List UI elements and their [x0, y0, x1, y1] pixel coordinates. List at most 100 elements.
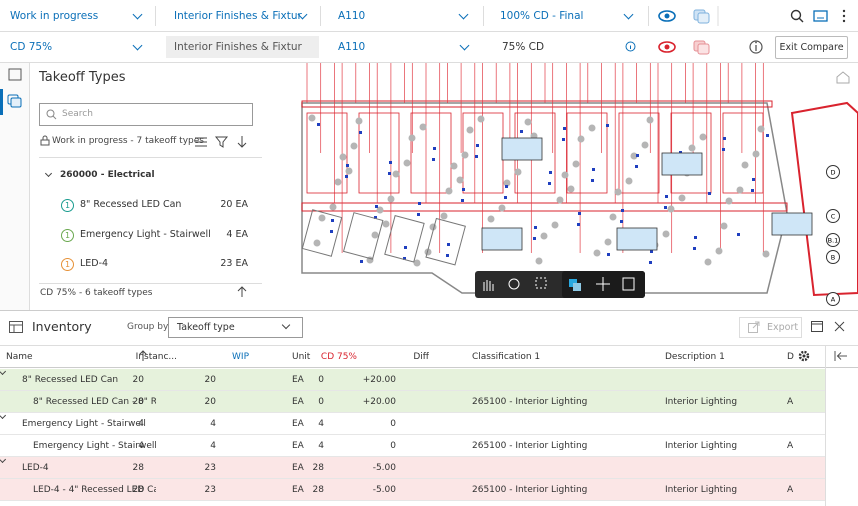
drawing-detail — [477, 115, 485, 123]
drawing-detail — [708, 192, 711, 195]
collapse-left[interactable] — [834, 350, 848, 362]
home-button[interactable] — [836, 71, 850, 84]
column-header[interactable]: Name — [6, 352, 33, 362]
eye-toggle[interactable] — [658, 10, 676, 22]
column-header[interactable]: Description 1 — [665, 352, 725, 362]
table-cell: A — [787, 397, 794, 407]
table-cell: LED-4 - 4" Recessed LED Can — [33, 485, 156, 495]
layout-button[interactable] — [811, 321, 823, 332]
sheets-tab[interactable] — [8, 68, 22, 81]
info-button[interactable] — [749, 40, 763, 54]
grid-label: B — [831, 254, 835, 262]
table-cell: 20 — [132, 375, 144, 385]
search-input[interactable] — [39, 103, 253, 126]
drawing-detail — [572, 160, 580, 168]
issue-select[interactable]: 100% CD - Final — [500, 10, 584, 22]
drawing-detail — [694, 236, 697, 239]
drawing-detail — [578, 212, 581, 215]
group-row[interactable]: 8" Recessed LED Can 20 20 EA 0 +20.00 — [0, 367, 825, 391]
column-header[interactable]: WIP — [232, 352, 249, 362]
column-header[interactable]: Classification 1 — [472, 352, 541, 362]
column-header[interactable]: Unit — [292, 352, 311, 362]
drawing-detail — [301, 209, 343, 257]
divider — [155, 6, 156, 26]
takeoff-tab[interactable] — [7, 94, 22, 108]
exit-tool[interactable] — [622, 277, 635, 291]
drawing-detail — [404, 246, 407, 249]
table-cell: EA — [292, 463, 304, 473]
takeoff-name[interactable]: Emergency Light - Stairwell — [80, 228, 211, 240]
panel-actions — [195, 136, 247, 148]
takeoff-name[interactable]: LED-4 — [80, 258, 109, 269]
drawing-detail — [551, 221, 559, 229]
pan-tool[interactable] — [483, 280, 494, 291]
group-by-select[interactable]: Takeoff type — [168, 317, 303, 338]
drawing-detail — [355, 117, 363, 125]
export-icon — [748, 321, 760, 333]
expand-chevron[interactable] — [0, 411, 7, 420]
group-row[interactable]: LED-4 28 23 EA 28 -5.00 — [0, 455, 825, 479]
grid-label: D — [830, 169, 835, 177]
table-cell: 20 — [132, 397, 144, 407]
zoom-window[interactable] — [535, 277, 547, 289]
drawing-canvas[interactable]: D C B.1 B A — [262, 63, 858, 310]
drawing-detail — [604, 238, 612, 246]
drawing-detail — [520, 130, 523, 133]
table-cell: 28 — [132, 463, 144, 473]
compare-layer-toggle[interactable] — [693, 40, 710, 55]
takeoff-name[interactable]: 8" Recessed LED Can — [80, 199, 182, 210]
item-row[interactable]: Emergency Light - Stairwell - I 4 4 EA 4 0 265… — [0, 435, 825, 457]
sort-indicator[interactable] — [138, 350, 148, 362]
drawing-detail — [384, 214, 425, 263]
column-header[interactable]: Diff — [413, 352, 429, 362]
drawing-detail — [736, 186, 744, 194]
drawing-detail — [620, 220, 623, 223]
layer-toggle[interactable] — [693, 9, 710, 24]
compare-sheet-select[interactable]: A110 — [338, 41, 366, 53]
expand-chevron[interactable] — [0, 367, 7, 376]
version-select[interactable]: Work in progress — [10, 10, 99, 22]
group-row[interactable]: Emergency Light - Stairwell 4 4 EA 4 0 — [0, 411, 825, 435]
wall — [301, 100, 773, 108]
more-button[interactable] — [842, 9, 846, 23]
column-header[interactable]: D — [787, 352, 794, 362]
search-button[interactable] — [790, 9, 804, 23]
compare-eye-toggle[interactable] — [658, 41, 676, 53]
table-header: Name Instanc... WIP Unit CD 75% Diff Classific… — [0, 346, 858, 368]
drawing-detail — [693, 247, 696, 250]
keyboard-button[interactable] — [813, 10, 828, 22]
collapse-up[interactable] — [236, 286, 248, 298]
set-select[interactable]: Interior Finishes & Fixtur — [174, 10, 302, 22]
drawing-detail — [318, 214, 326, 222]
drawing-detail — [330, 230, 333, 233]
move-tool[interactable] — [596, 277, 610, 291]
group-by-label: Group by — [127, 322, 169, 332]
column-header[interactable]: Instanc... — [135, 352, 177, 362]
exit-compare-button[interactable]: Exit Compare — [775, 36, 848, 59]
column-settings[interactable] — [798, 350, 810, 362]
drawing-detail — [331, 219, 334, 222]
settings-button[interactable] — [195, 137, 207, 147]
column-header[interactable]: CD 75% — [320, 352, 357, 362]
drawing-detail — [725, 197, 733, 205]
issue-info[interactable] — [625, 41, 636, 52]
sort-button[interactable] — [237, 136, 247, 148]
table-cell: 20 — [204, 397, 216, 407]
table-cell: EA — [292, 441, 304, 451]
rail-icons — [0, 68, 22, 115]
table-cell: 265100 - Interior Lighting — [472, 441, 588, 451]
table-cell: LED-4 — [22, 463, 49, 473]
compare-version-select[interactable]: CD 75% — [10, 41, 53, 53]
close-button[interactable] — [834, 321, 845, 332]
item-row[interactable]: 8" Recessed LED Can - 8" Rece2020EA0+20.… — [0, 391, 825, 413]
item-row[interactable]: LED-4 - 4" Recessed LED Can 28 23 EA 28 -5.00… — [0, 479, 825, 501]
zoom-tool[interactable] — [508, 278, 520, 290]
drawing-detail — [345, 175, 348, 178]
grid-bubble — [826, 250, 840, 264]
sheet-select[interactable]: A110 — [338, 10, 366, 22]
grid-bubble — [826, 165, 840, 179]
filter-button[interactable] — [214, 136, 229, 148]
expand-chevron[interactable] — [0, 455, 7, 464]
drawing-detail — [376, 206, 384, 214]
drawing-detail — [350, 142, 358, 150]
